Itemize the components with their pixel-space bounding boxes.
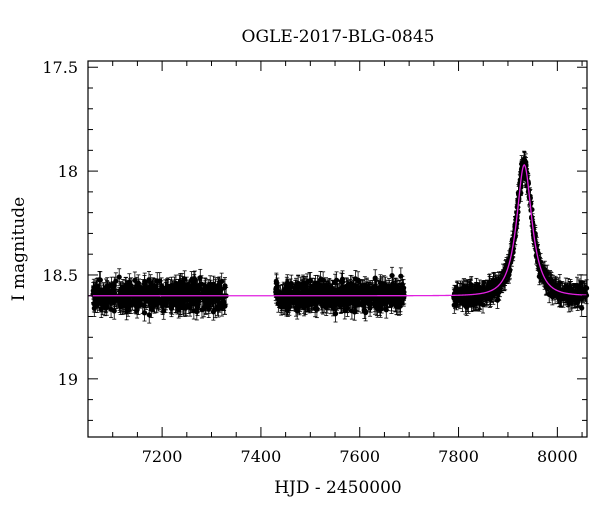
data-point xyxy=(344,293,351,311)
data-point xyxy=(214,280,220,299)
data-point xyxy=(179,289,185,308)
data-point xyxy=(209,283,215,301)
x-tick-label: 7200 xyxy=(142,447,183,466)
data-point xyxy=(202,290,208,308)
data-point xyxy=(315,280,321,299)
data-point xyxy=(176,301,182,319)
data-point xyxy=(100,283,106,301)
data-point xyxy=(332,305,339,323)
y-axis-label: I magnitude xyxy=(9,197,29,301)
data-point xyxy=(219,272,225,291)
data-point xyxy=(578,280,584,298)
x-tick-label: 7600 xyxy=(339,447,380,466)
data-point xyxy=(105,283,111,302)
data-point xyxy=(148,290,154,308)
data-point xyxy=(301,296,307,314)
chart-title: OGLE-2017-BLG-0845 xyxy=(242,27,435,47)
data-point xyxy=(389,266,395,285)
data-point xyxy=(315,274,321,293)
data-point xyxy=(494,291,501,309)
x-axis-label: HJD - 2450000 xyxy=(274,478,402,498)
data-point xyxy=(336,291,342,309)
data-point xyxy=(222,297,228,315)
data-point xyxy=(477,292,483,310)
data-point xyxy=(222,277,228,295)
data-point xyxy=(111,276,117,295)
y-tick-label: 19 xyxy=(58,370,78,389)
plot-frame xyxy=(87,60,588,438)
data-point xyxy=(360,290,367,308)
data-point xyxy=(206,296,212,314)
data-point xyxy=(294,302,300,320)
model-curve xyxy=(88,164,588,297)
x-tick-label: 7800 xyxy=(438,447,479,466)
y-tick-labels: 17.5 18 18.5 19 xyxy=(42,58,78,389)
data-point xyxy=(278,291,284,309)
x-tick-labels: 7200 7400 7600 7800 8000 xyxy=(142,447,578,466)
data-point xyxy=(175,284,181,303)
data-point xyxy=(311,290,318,309)
y-tick-label: 17.5 xyxy=(42,58,78,77)
data-point xyxy=(392,280,399,299)
data-point xyxy=(122,294,128,312)
data-point xyxy=(187,289,193,307)
data-point xyxy=(324,289,331,308)
data-point xyxy=(142,272,148,291)
data-point xyxy=(285,284,291,302)
data-point xyxy=(334,283,341,302)
data-point xyxy=(296,297,303,316)
data-point xyxy=(382,276,389,295)
data-point xyxy=(339,270,346,288)
y-tick-label: 18.5 xyxy=(42,266,78,285)
data-point xyxy=(349,302,355,320)
data-point xyxy=(398,279,404,298)
data-point xyxy=(158,280,164,298)
data-point xyxy=(372,269,378,287)
data-point xyxy=(307,284,313,302)
data-point xyxy=(282,293,288,311)
data-point xyxy=(219,299,225,317)
data-point xyxy=(95,277,101,295)
axis-ticks xyxy=(88,61,587,437)
data-point xyxy=(135,283,141,301)
data-point xyxy=(141,304,148,322)
data-point xyxy=(377,298,383,316)
data-point xyxy=(197,280,203,298)
data-point xyxy=(330,280,336,298)
data-point xyxy=(368,290,374,308)
data-point xyxy=(112,291,118,310)
data-point xyxy=(359,279,365,297)
x-tick-label: 7400 xyxy=(241,447,282,466)
data-point xyxy=(291,284,298,302)
data-point xyxy=(548,274,554,292)
data-point xyxy=(388,288,394,307)
y-tick-label: 18 xyxy=(58,162,78,181)
x-tick-label: 8000 xyxy=(537,447,578,466)
data-point xyxy=(116,293,123,311)
data-point xyxy=(197,268,203,287)
data-point xyxy=(150,277,157,296)
data-point xyxy=(354,296,360,314)
data-point xyxy=(169,280,176,298)
data-point xyxy=(328,296,334,315)
data-point xyxy=(153,289,159,308)
